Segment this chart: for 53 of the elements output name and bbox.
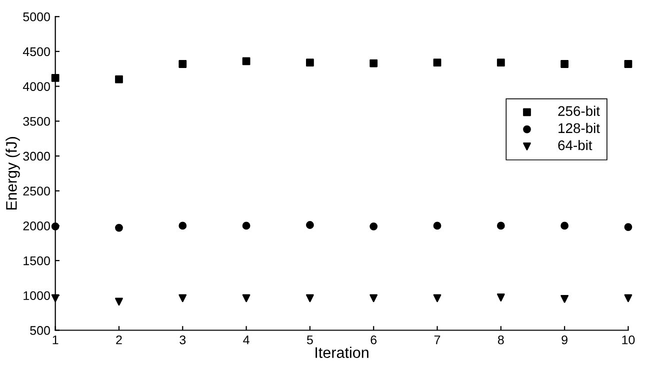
x-tick-label: 3	[180, 335, 186, 344]
y-tick-label: 1500	[24, 256, 50, 266]
x-tick-label: 4	[243, 336, 250, 344]
point	[560, 222, 569, 230]
y-tick-label: 500	[30, 326, 50, 335]
point	[370, 222, 378, 230]
legend-label: 64-bit	[558, 140, 592, 150]
point	[178, 60, 187, 68]
point	[560, 294, 569, 303]
legend-label: 256-bit	[558, 106, 600, 116]
point	[51, 74, 60, 82]
point	[115, 298, 123, 306]
point	[560, 60, 569, 68]
y-tick-label: 1000	[24, 291, 50, 300]
y-tick-label: 4500	[22, 47, 50, 56]
y-tick-label: 5000	[23, 12, 50, 22]
point	[624, 223, 632, 232]
x-tick-label: 2	[116, 335, 122, 344]
point	[306, 58, 314, 67]
y-tick-label: 4000	[22, 82, 50, 91]
y-tick-label: 3000	[23, 152, 50, 161]
point	[433, 222, 442, 230]
point	[496, 58, 505, 67]
point	[624, 294, 632, 302]
x-tick-label: 6	[370, 335, 377, 344]
x-tick-label: 5	[306, 336, 313, 344]
point	[433, 294, 442, 302]
point	[115, 75, 123, 84]
point	[306, 294, 314, 302]
point	[242, 57, 250, 66]
legend-label: 128-bit	[558, 122, 600, 134]
y-tick-label: 3500	[23, 116, 50, 126]
point	[242, 294, 250, 302]
x-tick-label: 9	[562, 335, 568, 344]
point	[496, 294, 505, 302]
x-tick-label: 1	[52, 336, 58, 344]
point	[496, 222, 505, 230]
point	[370, 59, 378, 68]
point	[242, 222, 250, 230]
x-tick-label: 8	[498, 335, 504, 344]
point	[306, 221, 314, 229]
point	[178, 294, 187, 302]
x-tick-label: 7	[434, 336, 440, 344]
y-tick-label: 2000	[23, 222, 50, 230]
point	[624, 60, 632, 68]
point	[433, 58, 442, 67]
point	[370, 294, 378, 302]
x-tick-label: 10	[622, 335, 635, 344]
y-tick-label: 2500	[23, 186, 50, 196]
point	[178, 222, 187, 230]
point	[115, 224, 123, 232]
y-axis-title: Energy (fJ)	[6, 137, 20, 210]
x-axis-title: Iteration	[316, 346, 368, 358]
